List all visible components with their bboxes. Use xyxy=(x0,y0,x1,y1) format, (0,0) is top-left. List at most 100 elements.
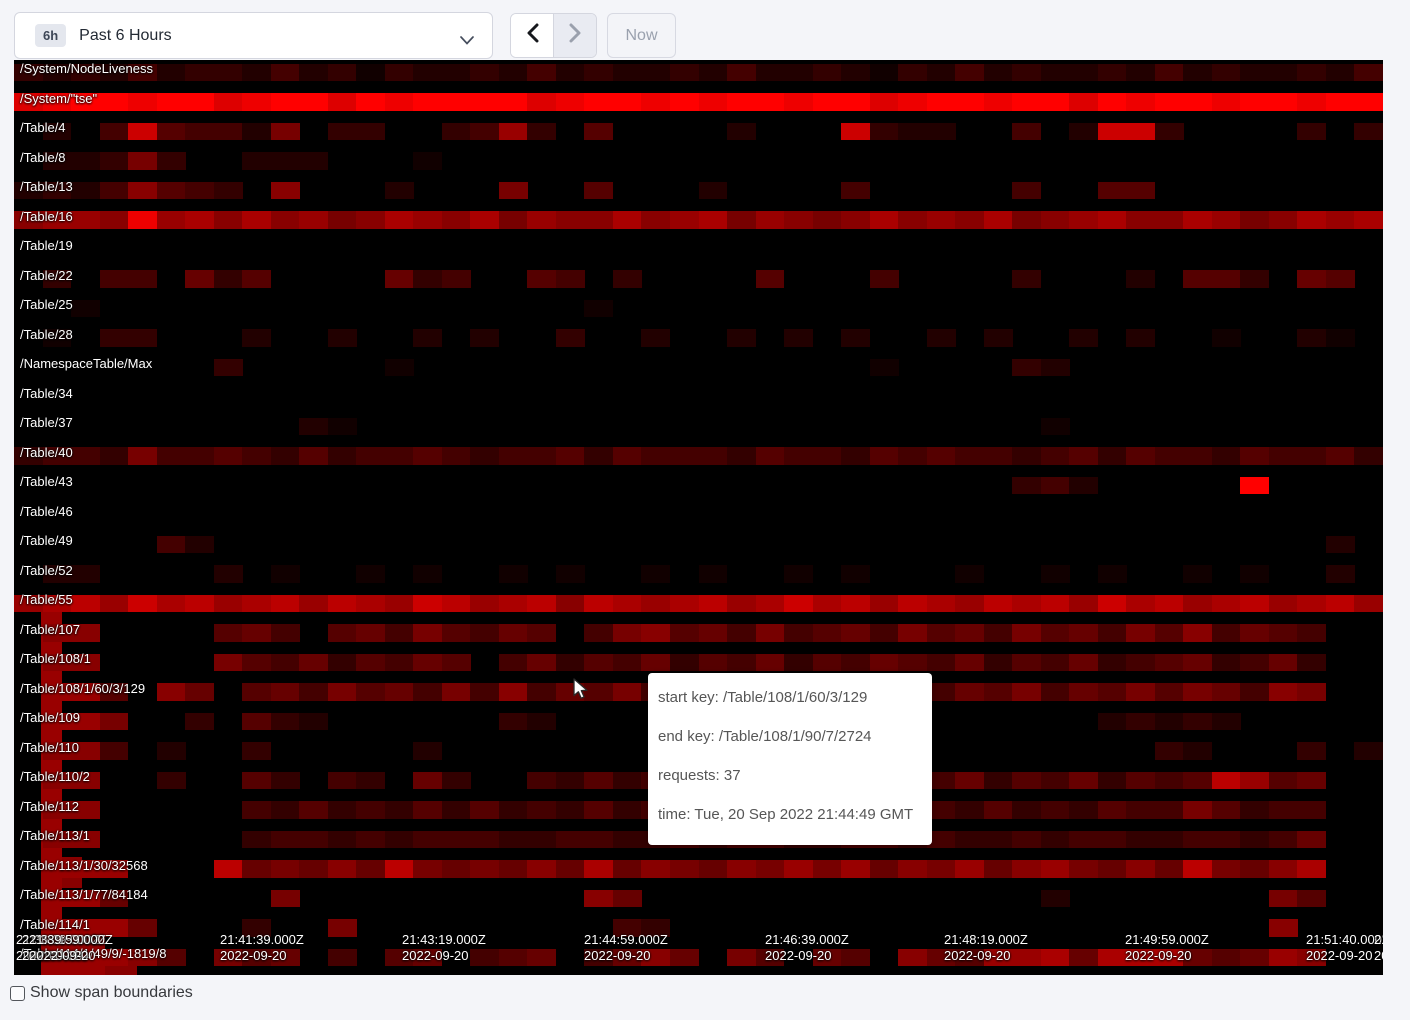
heatmap-cell[interactable] xyxy=(955,447,985,465)
heatmap-cell[interactable] xyxy=(841,181,870,200)
heatmap-cell[interactable] xyxy=(755,594,785,613)
heatmap-cell[interactable] xyxy=(1126,63,1156,81)
heatmap-cell[interactable] xyxy=(71,152,100,170)
heatmap-cell[interactable] xyxy=(926,948,956,967)
heatmap-cell[interactable] xyxy=(1240,565,1270,583)
heatmap-cell[interactable] xyxy=(327,919,357,937)
heatmap-cell[interactable] xyxy=(384,683,414,701)
heatmap-cell[interactable] xyxy=(955,211,985,229)
heatmap-cell[interactable] xyxy=(498,594,528,613)
heatmap-cell[interactable] xyxy=(156,152,186,170)
heatmap-cell[interactable] xyxy=(1211,683,1241,701)
heatmap-cell[interactable] xyxy=(384,653,414,672)
heatmap-cell[interactable] xyxy=(926,683,956,701)
heatmap-cell[interactable] xyxy=(1297,683,1327,701)
heatmap-cell[interactable] xyxy=(1183,624,1213,642)
heatmap-cell[interactable] xyxy=(213,860,243,878)
heatmap-cell[interactable] xyxy=(242,329,272,347)
heatmap-cell[interactable] xyxy=(1012,830,1042,849)
heatmap-cell[interactable] xyxy=(1040,653,1070,672)
heatmap-cell[interactable] xyxy=(926,624,956,642)
heatmap-cell[interactable] xyxy=(441,860,471,878)
heatmap-cell[interactable] xyxy=(1097,771,1127,790)
heatmap-cell[interactable] xyxy=(327,93,357,111)
heatmap-cell[interactable] xyxy=(555,329,585,347)
heatmap-cell[interactable] xyxy=(1154,683,1184,701)
heatmap-cell[interactable] xyxy=(555,653,585,672)
heatmap-cell[interactable] xyxy=(1211,594,1241,613)
heatmap-cell[interactable] xyxy=(1183,594,1213,613)
heatmap-cell[interactable] xyxy=(185,447,215,465)
heatmap-cell[interactable] xyxy=(1354,447,1383,465)
heatmap-cell[interactable] xyxy=(1154,771,1184,790)
heatmap-cell[interactable] xyxy=(841,624,870,642)
heatmap-cell[interactable] xyxy=(498,63,528,81)
heatmap-cell[interactable] xyxy=(727,447,756,465)
heatmap-cell[interactable] xyxy=(869,624,899,642)
heatmap-cell[interactable] xyxy=(983,860,1013,878)
heatmap-cell[interactable] xyxy=(1211,653,1241,672)
heatmap-cell[interactable] xyxy=(71,93,100,111)
heatmap-cell[interactable] xyxy=(727,211,756,229)
heatmap-cell[interactable] xyxy=(584,771,614,790)
heatmap-cell[interactable] xyxy=(356,830,386,849)
heatmap-cell[interactable] xyxy=(42,181,72,200)
heatmap-cell[interactable] xyxy=(1268,889,1298,908)
heatmap-cell[interactable] xyxy=(356,565,386,583)
heatmap-cell[interactable] xyxy=(955,624,985,642)
heatmap-cell[interactable] xyxy=(841,447,870,465)
heatmap-cell[interactable] xyxy=(1240,653,1270,672)
heatmap-cell[interactable] xyxy=(1183,771,1213,790)
heatmap-cell[interactable] xyxy=(926,93,956,111)
heatmap-cell[interactable] xyxy=(926,830,956,849)
heatmap-cell[interactable] xyxy=(156,771,186,790)
heatmap-cell[interactable] xyxy=(413,270,443,288)
heatmap-cell[interactable] xyxy=(1069,771,1099,790)
heatmap-cell[interactable] xyxy=(1354,211,1383,229)
heatmap-cell[interactable] xyxy=(99,447,129,465)
heatmap-cell[interactable] xyxy=(413,801,443,819)
heatmap-cell[interactable] xyxy=(441,653,471,672)
heatmap-cell[interactable] xyxy=(669,594,699,613)
heatmap-cell[interactable] xyxy=(299,152,329,170)
heatmap-cell[interactable] xyxy=(1183,683,1213,701)
heatmap-cell[interactable] xyxy=(242,447,272,465)
heatmap-cell[interactable] xyxy=(99,270,129,288)
heatmap-cell[interactable] xyxy=(527,801,557,819)
heatmap-cell[interactable] xyxy=(498,624,528,642)
heatmap-cell[interactable] xyxy=(584,93,614,111)
heatmap-cell[interactable] xyxy=(612,447,642,465)
heatmap-cell[interactable] xyxy=(755,624,785,642)
heatmap-cell[interactable] xyxy=(1240,447,1270,465)
heatmap-cell[interactable] xyxy=(612,624,642,642)
heatmap-cell[interactable] xyxy=(128,948,157,967)
heatmap-cell[interactable] xyxy=(42,152,72,170)
heatmap-cell[interactable] xyxy=(356,683,386,701)
heatmap-cell[interactable] xyxy=(641,594,671,613)
heatmap-cell[interactable] xyxy=(242,771,272,790)
heatmap-cell[interactable] xyxy=(698,653,728,672)
heatmap-cell[interactable] xyxy=(1183,63,1213,81)
heatmap-cell[interactable] xyxy=(1268,624,1298,642)
heatmap-cell[interactable] xyxy=(42,801,72,819)
heatmap-cell[interactable] xyxy=(470,93,500,111)
heatmap-cell[interactable] xyxy=(1240,830,1270,849)
heatmap-cell[interactable] xyxy=(612,801,642,819)
heatmap-cell[interactable] xyxy=(327,63,357,81)
heatmap-cell[interactable] xyxy=(727,653,756,672)
heatmap-cell[interactable] xyxy=(213,565,243,583)
heatmap-cell[interactable] xyxy=(42,712,72,731)
heatmap-cell[interactable] xyxy=(612,889,642,908)
heatmap-cell[interactable] xyxy=(1097,63,1127,81)
heatmap-cell[interactable] xyxy=(1040,358,1070,377)
heatmap-cell[interactable] xyxy=(128,122,157,141)
heatmap-cell[interactable] xyxy=(784,211,813,229)
heatmap-cell[interactable] xyxy=(1268,948,1298,967)
heatmap-cell[interactable] xyxy=(498,712,528,731)
heatmap-cell[interactable] xyxy=(1012,624,1042,642)
heatmap-cell[interactable] xyxy=(527,712,557,731)
heatmap-cell[interactable] xyxy=(1154,447,1184,465)
heatmap-cell[interactable] xyxy=(71,712,100,731)
heatmap-cell[interactable] xyxy=(470,594,500,613)
heatmap-cell[interactable] xyxy=(1069,476,1099,495)
